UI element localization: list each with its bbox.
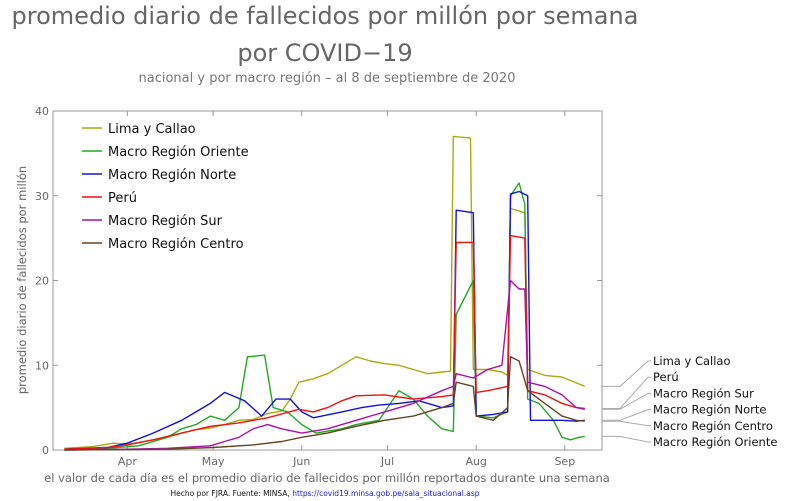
x-tick-label: Jun — [292, 455, 310, 468]
end-label: Macro Región Sur — [653, 386, 754, 400]
end-label-leader — [602, 392, 651, 410]
y-axis-label: promedio diario de fallecidos por millón — [15, 166, 29, 394]
y-tick-label: 30 — [35, 190, 49, 203]
x-tick-label: Apr — [118, 455, 138, 468]
series-line-macro-regi-n-sur — [64, 279, 585, 451]
end-label: Perú — [653, 370, 679, 384]
y-tick-label: 0 — [42, 444, 49, 457]
end-label: Lima y Callao — [653, 354, 731, 368]
source-credit: Hecho por FJRA. Fuente: MINSA, https://c… — [170, 489, 479, 498]
legend-label: Perú — [108, 191, 137, 206]
end-label-leader — [602, 420, 651, 427]
legend-label: Macro Región Norte — [108, 168, 236, 183]
series-line-per- — [64, 234, 585, 450]
credit-prefix: Hecho por FJRA. Fuente: MINSA, — [170, 489, 292, 498]
y-axis: 0 10 20 30 40 — [35, 105, 602, 457]
chart-subtitle: nacional y por macro región – al 8 de se… — [139, 71, 516, 86]
end-label-leader — [602, 435, 651, 443]
y-tick-label: 20 — [35, 275, 49, 288]
chart-title-line2: por COVID−19 — [237, 39, 412, 67]
chart-title-line1: promedio diario de fallecidos por millón… — [12, 2, 639, 30]
y-tick-label: 40 — [35, 105, 49, 118]
legend-label: Macro Región Oriente — [108, 145, 249, 160]
series-lines — [64, 135, 586, 451]
x-tick-label: May — [202, 455, 225, 468]
end-label: Macro Región Norte — [653, 403, 766, 417]
end-label: Macro Región Centro — [653, 419, 773, 433]
end-label-leader — [602, 376, 651, 409]
y-tick-label: 10 — [35, 359, 49, 372]
series-line-lima-y-callao — [64, 135, 586, 449]
series-line-macro-regi-n-norte — [64, 190, 585, 450]
end-label-leader — [602, 409, 651, 421]
x-tick-label: Jul — [380, 455, 394, 468]
x-tick-label: Aug — [465, 455, 486, 468]
series-line-macro-regi-n-centro — [64, 356, 585, 451]
end-label: Macro Región Oriente — [653, 435, 777, 449]
legend-label: Macro Región Centro — [108, 237, 244, 252]
end-labels: Lima y Callao Perú Macro Región Sur Macro R… — [602, 354, 777, 449]
legend-label: Macro Región Sur — [108, 214, 223, 229]
end-label-leader — [602, 360, 651, 387]
x-axis-label: el valor de cada día es el promedio diar… — [44, 471, 610, 485]
credit-link[interactable]: https://covid19.minsa.gob.pe/sala_situac… — [292, 489, 480, 498]
x-tick-label: Sep — [554, 455, 575, 468]
legend: Lima y Callao Macro Región Oriente Macro R… — [82, 122, 249, 252]
legend-label: Lima y Callao — [108, 122, 196, 137]
plot-frame — [52, 110, 603, 451]
x-axis: Apr May Jun Jul Aug Sep — [118, 111, 575, 468]
